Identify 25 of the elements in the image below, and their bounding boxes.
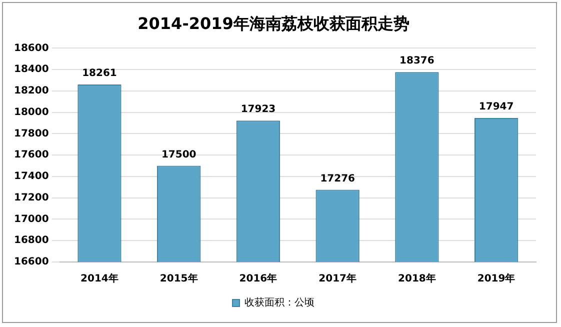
y-tick-label: 17400 (14, 171, 49, 182)
y-tick-label: 17800 (14, 128, 49, 140)
y-tick-label: 18000 (14, 106, 49, 118)
y-tick-label: 16800 (14, 235, 49, 246)
legend-label: 收获面积：公顷 (244, 296, 314, 309)
data-label: 18261 (82, 68, 117, 80)
y-tick-label: 18600 (14, 42, 49, 54)
x-tick-label: 2016年 (239, 272, 278, 285)
data-label: 17947 (478, 102, 514, 113)
data-label: 17500 (161, 149, 196, 160)
y-tick-label: 16600 (14, 256, 49, 268)
y-tick-label: 17000 (14, 214, 49, 225)
x-tick-label: 2015年 (160, 272, 198, 285)
x-tick-label: 2017年 (318, 272, 356, 285)
x-tick-label: 2014年 (80, 272, 118, 285)
data-label: 17276 (320, 173, 356, 184)
y-tick-label: 17200 (14, 192, 49, 204)
x-tick-label: 2019年 (477, 272, 516, 285)
y-tick-label: 17600 (14, 150, 49, 161)
y-tick-label: 18200 (14, 86, 49, 97)
x-tick-label: 2018年 (398, 272, 436, 285)
chart-title: 2014-2019年海南荔枝收获面积走势 (138, 14, 410, 33)
data-label: 18376 (400, 56, 434, 67)
data-label: 17923 (240, 104, 276, 116)
y-tick-label: 18400 (14, 64, 49, 76)
